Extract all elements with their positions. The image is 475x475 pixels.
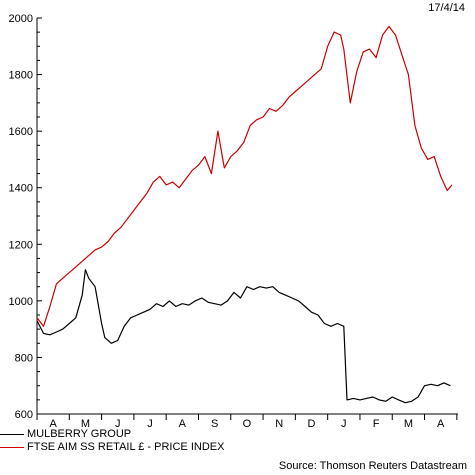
legend: MULBERRY GROUP FTSE AIM SS RETAIL £ - PR… — [0, 428, 475, 454]
x-tick-label: A — [49, 418, 57, 428]
y-tick-label: 2000 — [9, 13, 33, 25]
legend-swatch-mulberry — [0, 434, 24, 435]
legend-label-mulberry: MULBERRY GROUP — [27, 428, 132, 440]
series-line-mulberry — [36, 269, 451, 404]
y-tick-label: 800 — [15, 352, 33, 364]
x-tick-label: S — [211, 418, 218, 428]
x-tick-label: J — [115, 418, 121, 428]
legend-label-ftse: FTSE AIM SS RETAIL £ - PRICE INDEX — [27, 441, 225, 453]
legend-item-mulberry: MULBERRY GROUP — [0, 428, 475, 441]
x-tick-label: N — [275, 418, 283, 428]
date-label: 17/4/14 — [428, 2, 465, 14]
x-tick-label: D — [308, 418, 316, 428]
x-tick-label: M — [404, 418, 413, 428]
y-tick-label: 1200 — [9, 239, 33, 251]
x-tick-label: J — [147, 418, 153, 428]
y-axis: 600 800 1000 1200 1400 1600 1800 2000 — [9, 13, 42, 421]
x-tick-label: O — [243, 418, 252, 428]
x-tick-label: A — [179, 418, 187, 428]
y-tick-label: 1800 — [9, 70, 33, 82]
y-tick-label: 600 — [15, 409, 33, 421]
legend-item-ftse: FTSE AIM SS RETAIL £ - PRICE INDEX — [0, 441, 475, 454]
series-line-ftse — [36, 25, 453, 327]
y-tick-label: 1600 — [9, 126, 33, 138]
x-tick-label: J — [341, 418, 347, 428]
x-tick-label: M — [81, 418, 90, 428]
x-tick-label: F — [373, 418, 380, 428]
source-note: Source: Thomson Reuters Datastream — [278, 460, 467, 472]
y-tick-label: 1000 — [9, 296, 33, 308]
series-group — [36, 25, 453, 404]
legend-swatch-ftse — [0, 447, 24, 448]
line-chart: 600 800 1000 1200 1400 1600 1800 2000 A M J J A S O N D… — [9, 13, 458, 428]
x-tick-label: A — [437, 418, 445, 428]
y-tick-label: 1400 — [9, 183, 33, 195]
